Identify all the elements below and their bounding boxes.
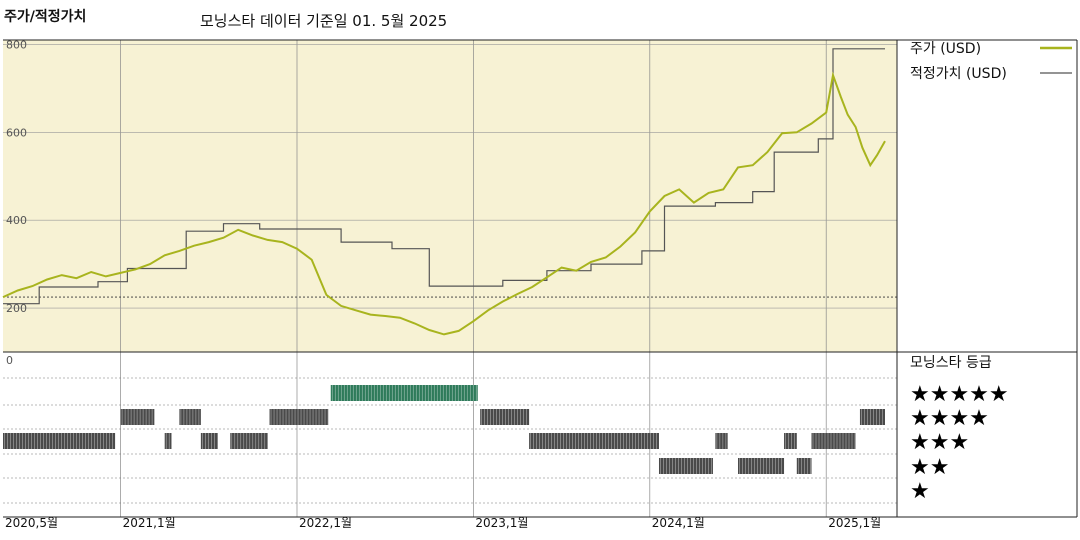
- rating-bar: [811, 433, 856, 449]
- rating-bar: [120, 409, 155, 425]
- rating-bar: [738, 458, 785, 474]
- y-tick-label: 200: [6, 302, 27, 315]
- rating-bar: [715, 433, 728, 449]
- rating-bar: [658, 458, 713, 474]
- vertical-gridlines: [120, 40, 827, 517]
- rating-title: 모닝스타 등급: [910, 355, 992, 371]
- chart-title: 주가/적정가치: [4, 9, 87, 25]
- y-tick-label: 800: [6, 38, 27, 51]
- rating-star-label: ★★★: [910, 430, 969, 455]
- rating-bar: [269, 409, 329, 425]
- rating-y-tick: 0: [6, 354, 13, 367]
- legend-price-label: 주가 (USD): [910, 41, 981, 57]
- rating-star-label: ★★★★: [910, 406, 989, 431]
- rating-star-label: ★★: [910, 455, 949, 480]
- x-tick-label: 2020,5월: [5, 516, 58, 530]
- rating-star-labels: ★★★★★★★★★★★★★★★: [910, 382, 1009, 504]
- price-plot-area: [3, 40, 897, 352]
- x-tick-label: 2023,1월: [475, 516, 528, 530]
- rating-panel: 0 모닝스타 등급 ★★★★★★★★★★★★★★★: [3, 354, 1009, 504]
- legend: 주가 (USD) 적정가치 (USD): [910, 41, 1072, 82]
- y-tick-label: 600: [6, 126, 27, 139]
- rating-bar: [330, 385, 478, 401]
- rating-bar: [784, 433, 797, 449]
- horizontal-gridlines: [3, 44, 897, 309]
- x-tick-label: 2021,1월: [123, 516, 176, 530]
- rating-bar: [230, 433, 268, 449]
- y-tick-labels: 200 400 600 800: [6, 38, 27, 315]
- frame: [3, 39, 1078, 518]
- fair-value-line: [3, 48, 885, 305]
- rating-bar: [3, 433, 116, 449]
- rating-bar: [859, 409, 885, 425]
- rating-star-label: ★: [910, 479, 930, 504]
- rating-star-label: ★★★★★: [910, 382, 1009, 407]
- price-panel: 200 400 600 800: [2, 38, 897, 517]
- x-tick-label: 2022,1월: [299, 516, 352, 530]
- x-tick-label: 2025,1월: [828, 516, 881, 530]
- rating-bar: [200, 433, 218, 449]
- rating-bar: [179, 409, 201, 425]
- rating-bar: [796, 458, 812, 474]
- price-line: [2, 71, 886, 336]
- rating-gridlines: [3, 377, 897, 504]
- rating-bar: [480, 409, 530, 425]
- y-tick-label: 400: [6, 214, 27, 227]
- x-tick-label: 2024,1월: [652, 516, 705, 530]
- chart-subtitle: 모닝스타 데이터 기준일 01. 5월 2025: [200, 12, 448, 30]
- legend-fair-value-label: 적정가치 (USD): [910, 66, 1007, 82]
- rating-bars: [3, 385, 885, 474]
- rating-bar: [164, 433, 172, 449]
- rating-bar: [529, 433, 659, 449]
- x-tick-labels: 2020,5월 2021,1월 2022,1월 2023,1월 2024,1월 2025,…: [5, 516, 881, 530]
